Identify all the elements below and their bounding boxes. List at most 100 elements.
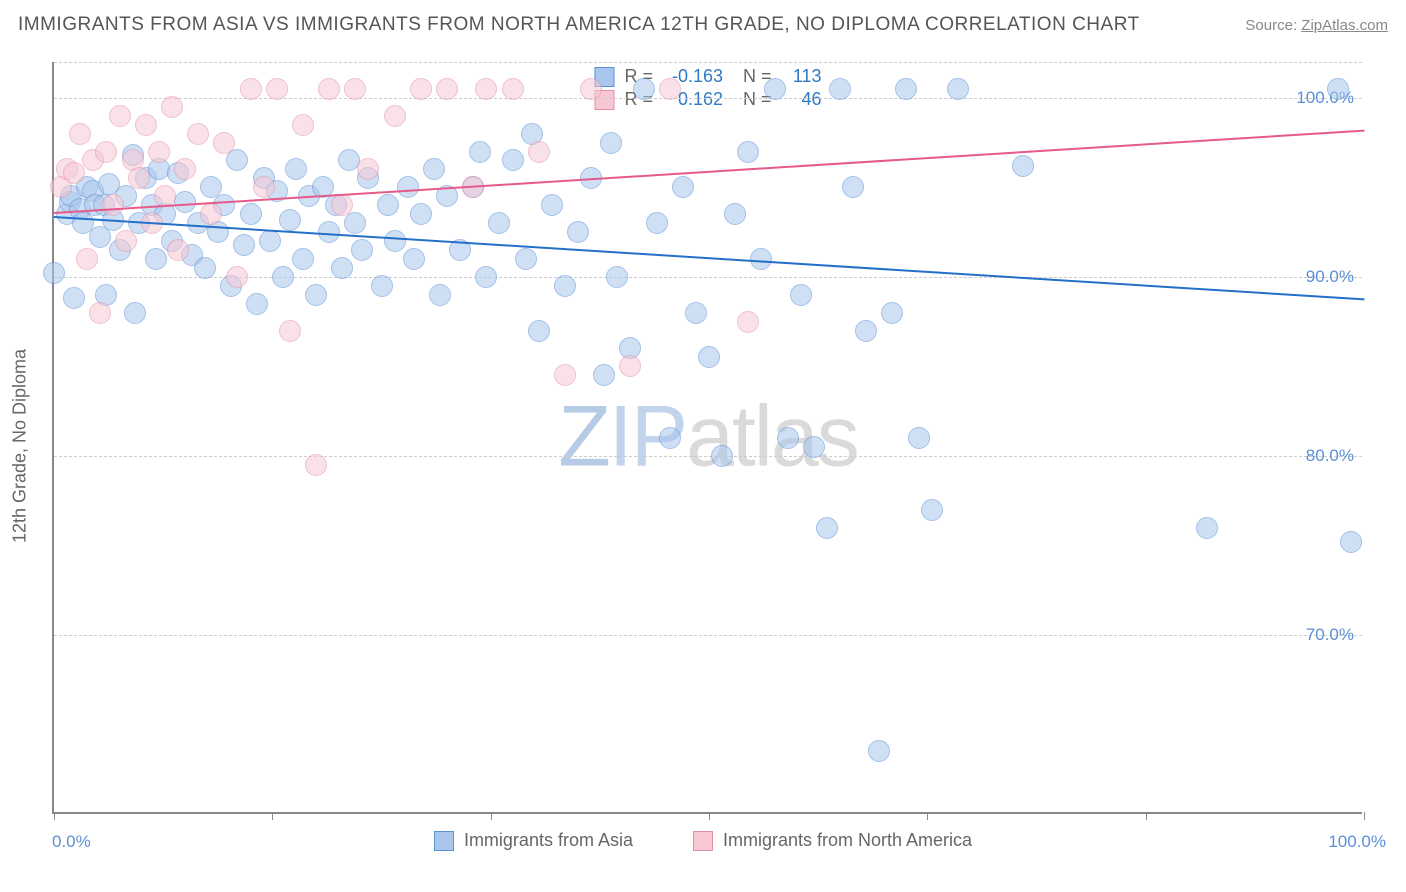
source-label: Source:	[1245, 17, 1297, 34]
data-point	[226, 149, 248, 171]
x-tick	[1364, 812, 1365, 820]
data-point	[253, 176, 275, 198]
data-point	[672, 176, 694, 198]
series-legend-item: Immigrants from Asia	[434, 830, 633, 851]
data-point	[737, 141, 759, 163]
chart-header: IMMIGRANTS FROM ASIA VS IMMIGRANTS FROM …	[18, 14, 1388, 36]
gridline	[54, 456, 1362, 457]
data-point	[1327, 78, 1349, 100]
data-point	[410, 203, 432, 225]
data-point	[816, 517, 838, 539]
data-point	[423, 158, 445, 180]
data-point	[384, 105, 406, 127]
data-point	[528, 320, 550, 342]
chart-title: IMMIGRANTS FROM ASIA VS IMMIGRANTS FROM …	[18, 14, 1140, 36]
data-point	[921, 499, 943, 521]
data-point	[357, 158, 379, 180]
data-point	[351, 239, 373, 261]
source-link[interactable]: ZipAtlas.com	[1301, 17, 1388, 34]
data-point	[567, 221, 589, 243]
data-point	[659, 427, 681, 449]
y-tick-label: 80.0%	[1306, 446, 1354, 466]
data-point	[76, 248, 98, 270]
data-point	[436, 78, 458, 100]
data-point	[259, 230, 281, 252]
trend-line	[54, 130, 1364, 214]
data-point	[475, 78, 497, 100]
data-point	[344, 78, 366, 100]
data-point	[377, 194, 399, 216]
data-point	[89, 302, 111, 324]
gridline	[54, 62, 1362, 63]
data-point	[600, 132, 622, 154]
data-point	[541, 194, 563, 216]
data-point	[95, 141, 117, 163]
x-tick	[927, 812, 928, 820]
data-point	[43, 262, 65, 284]
data-point	[881, 302, 903, 324]
data-point	[633, 78, 655, 100]
data-point	[102, 194, 124, 216]
data-point	[764, 78, 786, 100]
data-point	[148, 141, 170, 163]
data-point	[331, 194, 353, 216]
data-point	[502, 78, 524, 100]
data-point	[187, 123, 209, 145]
chart-source: Source: ZipAtlas.com	[1245, 17, 1388, 34]
data-point	[803, 436, 825, 458]
data-point	[475, 266, 497, 288]
x-tick	[709, 812, 710, 820]
data-point	[272, 266, 294, 288]
data-point	[646, 212, 668, 234]
data-point	[194, 257, 216, 279]
data-point	[161, 96, 183, 118]
data-point	[240, 78, 262, 100]
series-legend-label: Immigrants from North America	[723, 830, 972, 851]
data-point	[554, 275, 576, 297]
gridline	[54, 277, 1362, 278]
data-point	[724, 203, 746, 225]
data-point	[469, 141, 491, 163]
correlation-legend: R =-0.163N =113R =0.162N =46	[587, 62, 828, 114]
series-legend-item: Immigrants from North America	[693, 830, 972, 851]
data-point	[233, 234, 255, 256]
legend-swatch	[434, 831, 454, 851]
scatter-plot-area: ZIPatlas R =-0.163N =113R =0.162N =46 70…	[52, 62, 1362, 814]
y-axis-label: 12th Grade, No Diploma	[10, 349, 31, 543]
data-point	[145, 248, 167, 270]
data-point	[1340, 531, 1362, 553]
data-point	[750, 248, 772, 270]
x-tick	[1146, 812, 1147, 820]
data-point	[895, 78, 917, 100]
data-point	[292, 248, 314, 270]
data-point	[109, 105, 131, 127]
data-point	[908, 427, 930, 449]
series-legend: Immigrants from Asia Immigrants from Nort…	[0, 830, 1406, 851]
data-point	[174, 191, 196, 213]
data-point	[397, 176, 419, 198]
x-tick	[491, 812, 492, 820]
data-point	[947, 78, 969, 100]
data-point	[685, 302, 707, 324]
data-point	[63, 287, 85, 309]
data-point	[429, 284, 451, 306]
y-tick-label: 70.0%	[1306, 625, 1354, 645]
correlation-legend-row: R =0.162N =46	[594, 88, 821, 111]
data-point	[135, 114, 157, 136]
data-point	[1196, 517, 1218, 539]
data-point	[285, 158, 307, 180]
data-point	[384, 230, 406, 252]
data-point	[777, 427, 799, 449]
data-point	[226, 266, 248, 288]
data-point	[128, 167, 150, 189]
data-point	[115, 230, 137, 252]
data-point	[292, 114, 314, 136]
data-point	[89, 226, 111, 248]
data-point	[515, 248, 537, 270]
legend-n-value: 46	[782, 89, 822, 110]
data-point	[318, 78, 340, 100]
data-point	[593, 364, 615, 386]
trend-line	[54, 216, 1364, 300]
data-point	[174, 158, 196, 180]
x-tick	[272, 812, 273, 820]
